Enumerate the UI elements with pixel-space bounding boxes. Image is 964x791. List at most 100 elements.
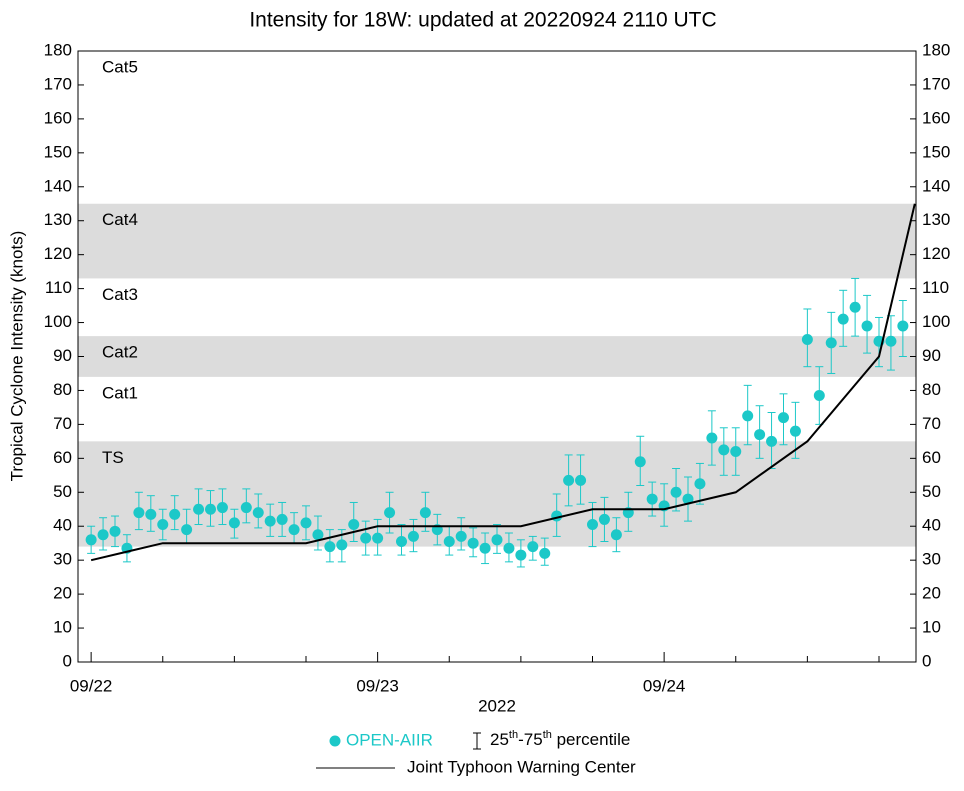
legend-label: OPEN-AIIR	[346, 730, 433, 749]
data-point	[372, 532, 384, 544]
y-tick-label: 130	[44, 210, 72, 229]
data-point	[598, 513, 610, 525]
legend-text: -75	[518, 730, 543, 749]
data-point	[288, 524, 300, 536]
data-point	[264, 515, 276, 527]
y-tick-label: 80	[53, 380, 72, 399]
y-tick-label: 50	[922, 482, 941, 501]
category-band	[78, 203, 916, 279]
data-point	[145, 508, 157, 520]
data-point	[407, 530, 419, 542]
band-label: Cat2	[102, 343, 138, 362]
data-point	[97, 529, 109, 541]
data-point	[479, 542, 491, 554]
x-tick-label: 09/24	[643, 676, 686, 695]
band-label: Cat4	[102, 210, 138, 229]
y-tick-label: 10	[922, 618, 941, 637]
y-tick-label: 150	[44, 142, 72, 161]
data-point	[169, 508, 181, 520]
y-tick-label: 120	[44, 244, 72, 263]
y-tick-label: 100	[44, 312, 72, 331]
data-point	[193, 503, 205, 515]
y-tick-label: 90	[53, 346, 72, 365]
data-point	[718, 444, 730, 456]
data-point	[730, 446, 742, 458]
data-point	[396, 535, 408, 547]
y-tick-label: 170	[922, 74, 950, 93]
y-axis-label: Tropical Cyclone Intensity (knots)	[7, 231, 26, 482]
legend-text: th	[509, 729, 518, 741]
plot-area: TS Cat1 Cat2 Cat3 Cat4 Cat5 0 0 10 10 20 20 30 30 40 40…	[44, 40, 951, 695]
data-point	[813, 390, 825, 402]
x-tick-label: 09/23	[356, 676, 399, 695]
y-tick-label: 30	[922, 550, 941, 569]
data-point	[885, 335, 897, 347]
data-point	[336, 539, 348, 551]
y-tick-label: 40	[53, 516, 72, 535]
y-tick-label: 70	[922, 414, 941, 433]
data-point	[849, 301, 861, 313]
legend-text: percentile	[552, 730, 630, 749]
data-point	[575, 474, 587, 486]
y-tick-label: 60	[53, 448, 72, 467]
data-point	[777, 412, 789, 424]
data-point	[682, 493, 694, 505]
y-tick-label: 120	[922, 244, 950, 263]
y-tick-label: 50	[53, 482, 72, 501]
y-tick-label: 150	[922, 142, 950, 161]
data-point	[563, 474, 575, 486]
data-point	[861, 320, 873, 332]
y-tick-label: 100	[922, 312, 950, 331]
y-tick-label: 20	[922, 584, 941, 603]
band-label: TS	[102, 448, 124, 467]
y-tick-label: 80	[922, 380, 941, 399]
data-point	[228, 517, 240, 529]
y-tick-label: 180	[922, 40, 950, 59]
data-point	[610, 529, 622, 541]
data-point	[467, 537, 479, 549]
legend-text: th	[543, 729, 552, 741]
data-point	[694, 478, 706, 490]
data-point	[539, 547, 551, 559]
data-point	[897, 320, 909, 332]
data-point	[157, 519, 169, 531]
data-point	[837, 313, 849, 325]
data-point	[419, 507, 431, 519]
y-tick-label: 90	[922, 346, 941, 365]
data-point	[634, 456, 646, 468]
data-point	[670, 486, 682, 498]
y-tick-label: 40	[922, 516, 941, 535]
y-tick-label: 110	[45, 278, 72, 297]
data-point	[133, 507, 145, 519]
y-tick-label: 140	[44, 176, 72, 195]
chart-title: Intensity for 18W: updated at 20220924 2…	[249, 9, 716, 32]
y-tick-label: 70	[53, 414, 72, 433]
band-label: Cat5	[102, 57, 138, 76]
data-point	[742, 410, 754, 422]
y-tick-label: 160	[44, 108, 72, 127]
data-point	[216, 502, 228, 514]
data-point	[348, 519, 360, 531]
data-point	[789, 425, 801, 437]
y-tick-label: 0	[63, 651, 72, 670]
x-tick-label: 09/22	[70, 676, 113, 695]
data-point	[443, 535, 455, 547]
data-point	[586, 519, 598, 531]
data-point	[109, 525, 121, 537]
band-label: Cat1	[102, 383, 138, 402]
data-point	[360, 532, 372, 544]
data-point	[384, 507, 396, 519]
data-point	[252, 507, 264, 519]
data-point	[85, 534, 97, 546]
legend: OPEN-AIIR 25th-75th percentile Joint Typ…	[316, 729, 636, 776]
data-point	[276, 513, 288, 525]
band-label: Cat3	[102, 285, 138, 304]
legend-text: 25	[490, 730, 509, 749]
data-point	[754, 429, 766, 441]
data-point	[766, 435, 778, 447]
y-tick-label: 10	[53, 618, 72, 637]
legend-label: 25th-75th percentile	[490, 729, 630, 750]
data-point	[455, 530, 467, 542]
category-band	[78, 336, 916, 377]
y-tick-label: 170	[44, 74, 72, 93]
